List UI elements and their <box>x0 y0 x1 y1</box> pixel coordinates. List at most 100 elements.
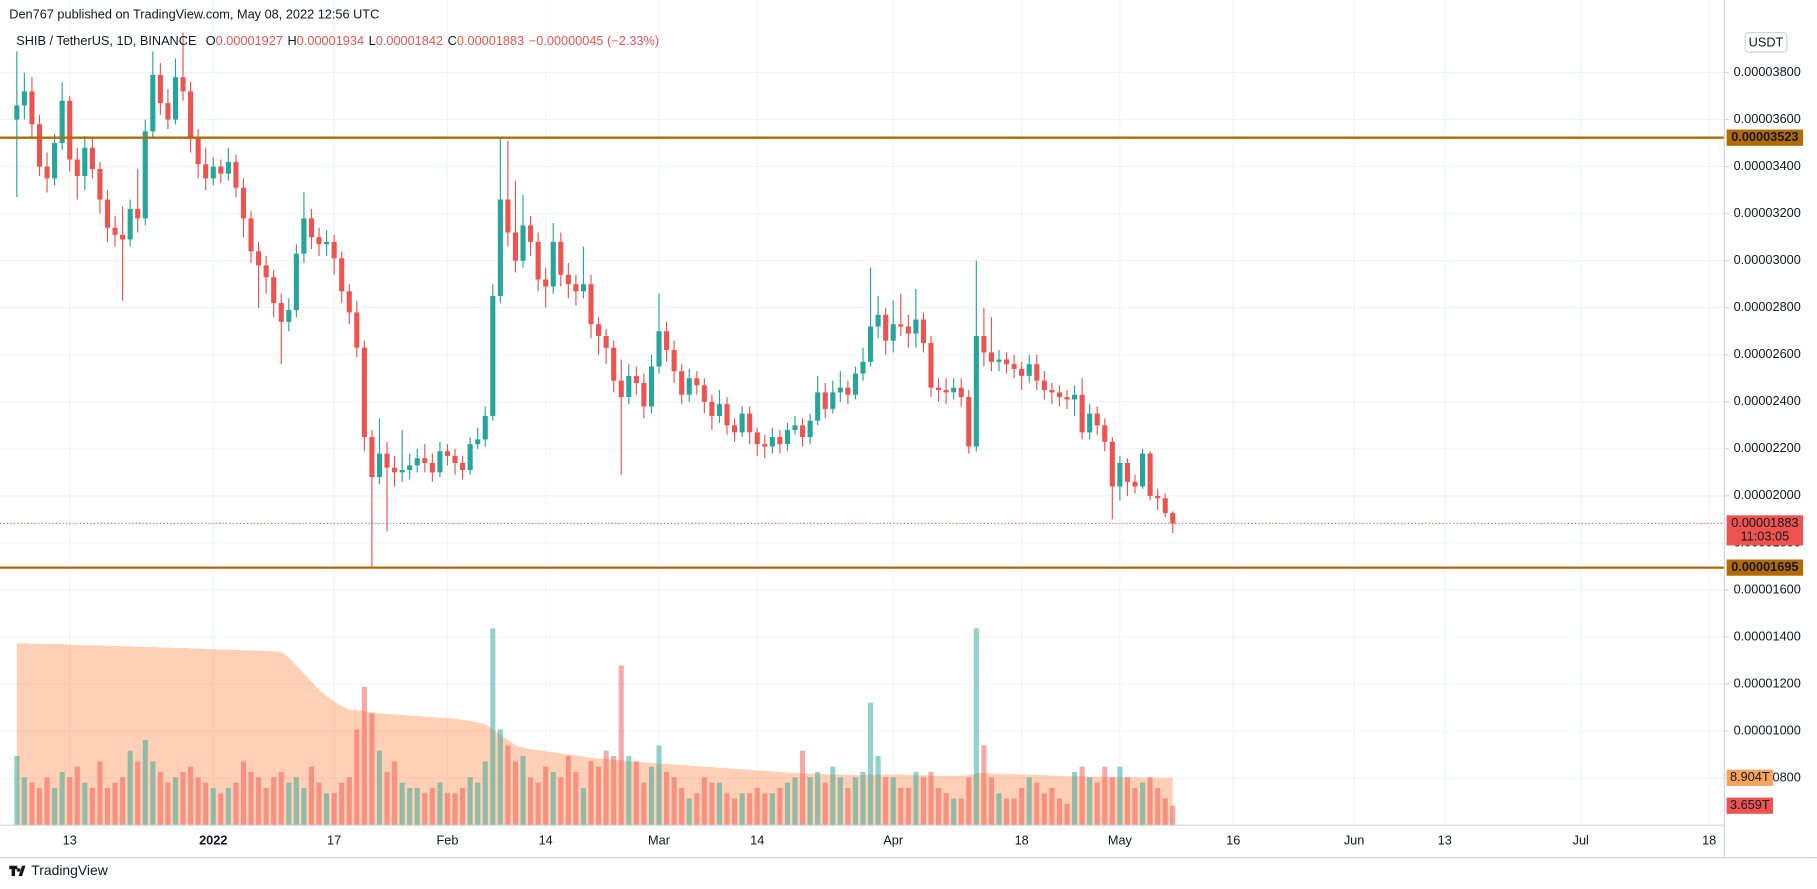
candle-body <box>482 415 488 440</box>
x-tick-label: May <box>1108 833 1133 848</box>
candle-body <box>316 237 322 245</box>
volume-bar <box>157 771 163 826</box>
candle-body <box>1004 359 1010 365</box>
volume-bar <box>331 793 337 826</box>
volume-bar <box>422 793 428 826</box>
volume-bar <box>497 729 503 826</box>
candle-body <box>361 347 367 438</box>
volume-bar <box>641 782 647 826</box>
volume-bar <box>1004 798 1010 826</box>
volume-bar <box>1109 777 1115 826</box>
candle-body <box>837 387 843 393</box>
legend-value: 0.00001927 <box>216 33 283 48</box>
volume-bar <box>1034 782 1040 826</box>
volume-ma-badge <box>1726 769 1773 786</box>
candle-body <box>444 451 451 456</box>
candle-body <box>512 232 519 261</box>
y-tick-label: 0.00001600 <box>1734 581 1801 596</box>
volume-bar <box>316 782 322 826</box>
volume-bar <box>973 628 979 826</box>
candle-body <box>845 387 851 395</box>
volume-bar <box>407 787 413 826</box>
countdown: 11:03:05 <box>1741 529 1790 544</box>
candle-body <box>1049 390 1055 393</box>
volume-bar <box>679 787 685 826</box>
y-tick-label: 0.00003000 <box>1734 252 1801 267</box>
candle-body <box>97 168 103 200</box>
y-tick-label: 0.00001200 <box>1734 675 1801 690</box>
candle-body <box>256 251 262 266</box>
volume-bar <box>512 761 519 826</box>
volume-bar <box>671 777 677 826</box>
volume-bar <box>890 777 896 826</box>
candle-body <box>694 378 700 386</box>
candle-body <box>376 453 383 478</box>
volume-bar <box>951 798 957 826</box>
volume-bar <box>777 787 783 826</box>
candle-body <box>701 385 707 402</box>
legend-value: 0.00001934 <box>297 33 364 48</box>
candle-body <box>308 218 315 238</box>
volume-bar <box>535 782 541 826</box>
volume-bar <box>278 771 284 826</box>
volume-bar <box>528 777 534 826</box>
candle-body <box>1139 453 1146 487</box>
volume-bar <box>1139 782 1146 826</box>
y-tick-label: 0.00003800 <box>1734 64 1801 79</box>
volume-bar <box>686 798 692 826</box>
x-tick-label: 16 <box>1226 833 1240 848</box>
volume-bar <box>988 777 994 826</box>
candle-body <box>868 326 874 362</box>
candle-body <box>792 425 798 431</box>
candle-body <box>739 413 745 433</box>
volume-pane <box>14 628 1176 826</box>
volume-bar <box>1155 787 1161 826</box>
candle-body <box>573 284 579 292</box>
currency-button[interactable] <box>1744 31 1788 53</box>
volume-bar <box>913 771 919 826</box>
axes: 0.000008000.000010000.000012000.00001400… <box>63 64 1804 848</box>
candle-body <box>528 225 534 242</box>
volume-bar <box>150 761 156 826</box>
candle-body <box>558 241 564 275</box>
x-tick-label: Mar <box>648 833 671 848</box>
volume-bar <box>981 745 987 826</box>
volume-bar <box>966 777 972 826</box>
volume-bar <box>800 750 806 826</box>
candle-body <box>346 291 352 313</box>
candle-body <box>626 375 632 398</box>
volume-bar <box>550 771 556 826</box>
volume-bar <box>142 740 148 826</box>
volume-bar <box>648 766 655 826</box>
volume-bar <box>369 713 375 826</box>
volume-bar <box>875 756 881 826</box>
volume-label: 3.659T <box>1730 797 1770 812</box>
volume-bar <box>905 787 911 826</box>
volume-bar <box>286 782 292 826</box>
volume-bar <box>1102 766 1108 826</box>
volume-bar <box>218 793 224 826</box>
currency-label[interactable]: USDT <box>1749 34 1784 49</box>
y-tick-label: 0.00002600 <box>1734 346 1801 361</box>
volume-ma-label: 8.904T <box>1730 769 1770 784</box>
candle-body <box>271 277 277 304</box>
candle-body <box>172 77 179 120</box>
y-tick-label: 0.00002800 <box>1734 299 1801 314</box>
candle-body <box>1056 392 1062 398</box>
volume-bar <box>384 771 390 826</box>
y-tick-label: 0.00003400 <box>1734 158 1801 173</box>
candle-body <box>656 331 662 367</box>
candle-body <box>150 74 156 132</box>
candle-body <box>210 166 216 179</box>
volume-bar <box>739 793 745 826</box>
candle-body <box>460 462 466 471</box>
volume-bar <box>520 756 526 826</box>
candle-body <box>1064 397 1070 400</box>
candle-body <box>384 453 390 468</box>
candle-body <box>1170 513 1176 524</box>
candle-body <box>898 324 904 327</box>
volume-bar <box>104 787 111 826</box>
candle-body <box>112 227 118 235</box>
candle-body <box>943 390 949 393</box>
